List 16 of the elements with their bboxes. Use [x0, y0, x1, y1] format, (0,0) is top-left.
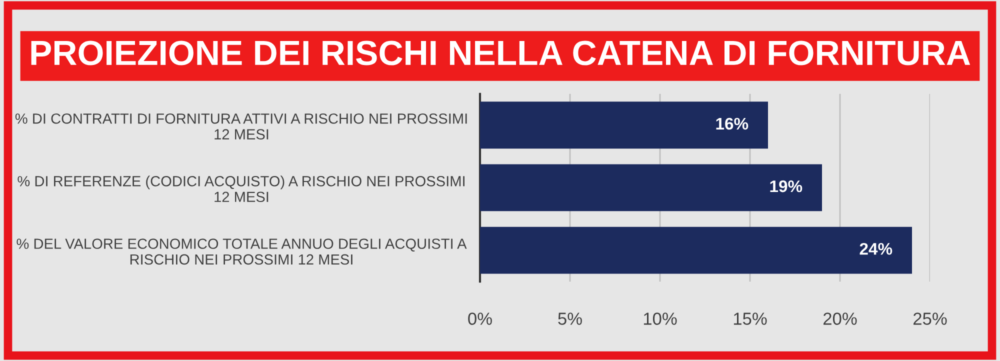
- x-tick-label: 20%: [824, 312, 857, 325]
- data-label: 16%: [716, 118, 748, 130]
- chart-title: PROIEZIONE DEI RISCHI NELLA CATENA DI FORNITURA: [31, 40, 970, 66]
- x-tick-label: 10%: [644, 312, 677, 325]
- x-tick-label: 25%: [914, 312, 947, 325]
- x-tick-label: 0%: [468, 312, 492, 325]
- y-tick-label: % DI REFERENZE (CODICI ACQUISTO) A RISCHIO NEI PROSSIMI 12 MESI: [18, 176, 464, 202]
- bar: [480, 102, 768, 149]
- y-tick-label: % DEL VALORE ECONOMICO TOTALE ANNUO DEGLI ACQUISTI A RISCHIO NEI PROSSIMI 12 MESI: [16, 238, 467, 265]
- x-tick-label: 5%: [558, 312, 582, 325]
- bar: [480, 164, 822, 212]
- y-tick-label: % DI CONTRATTI DI FORNITURA ATTIVI A RISCHIO NEI PROSSIMI 12 MESI: [15, 113, 467, 140]
- x-tick-label: 15%: [734, 312, 767, 325]
- data-label: 24%: [860, 242, 892, 255]
- bar: [480, 226, 912, 274]
- data-label: 19%: [770, 180, 802, 192]
